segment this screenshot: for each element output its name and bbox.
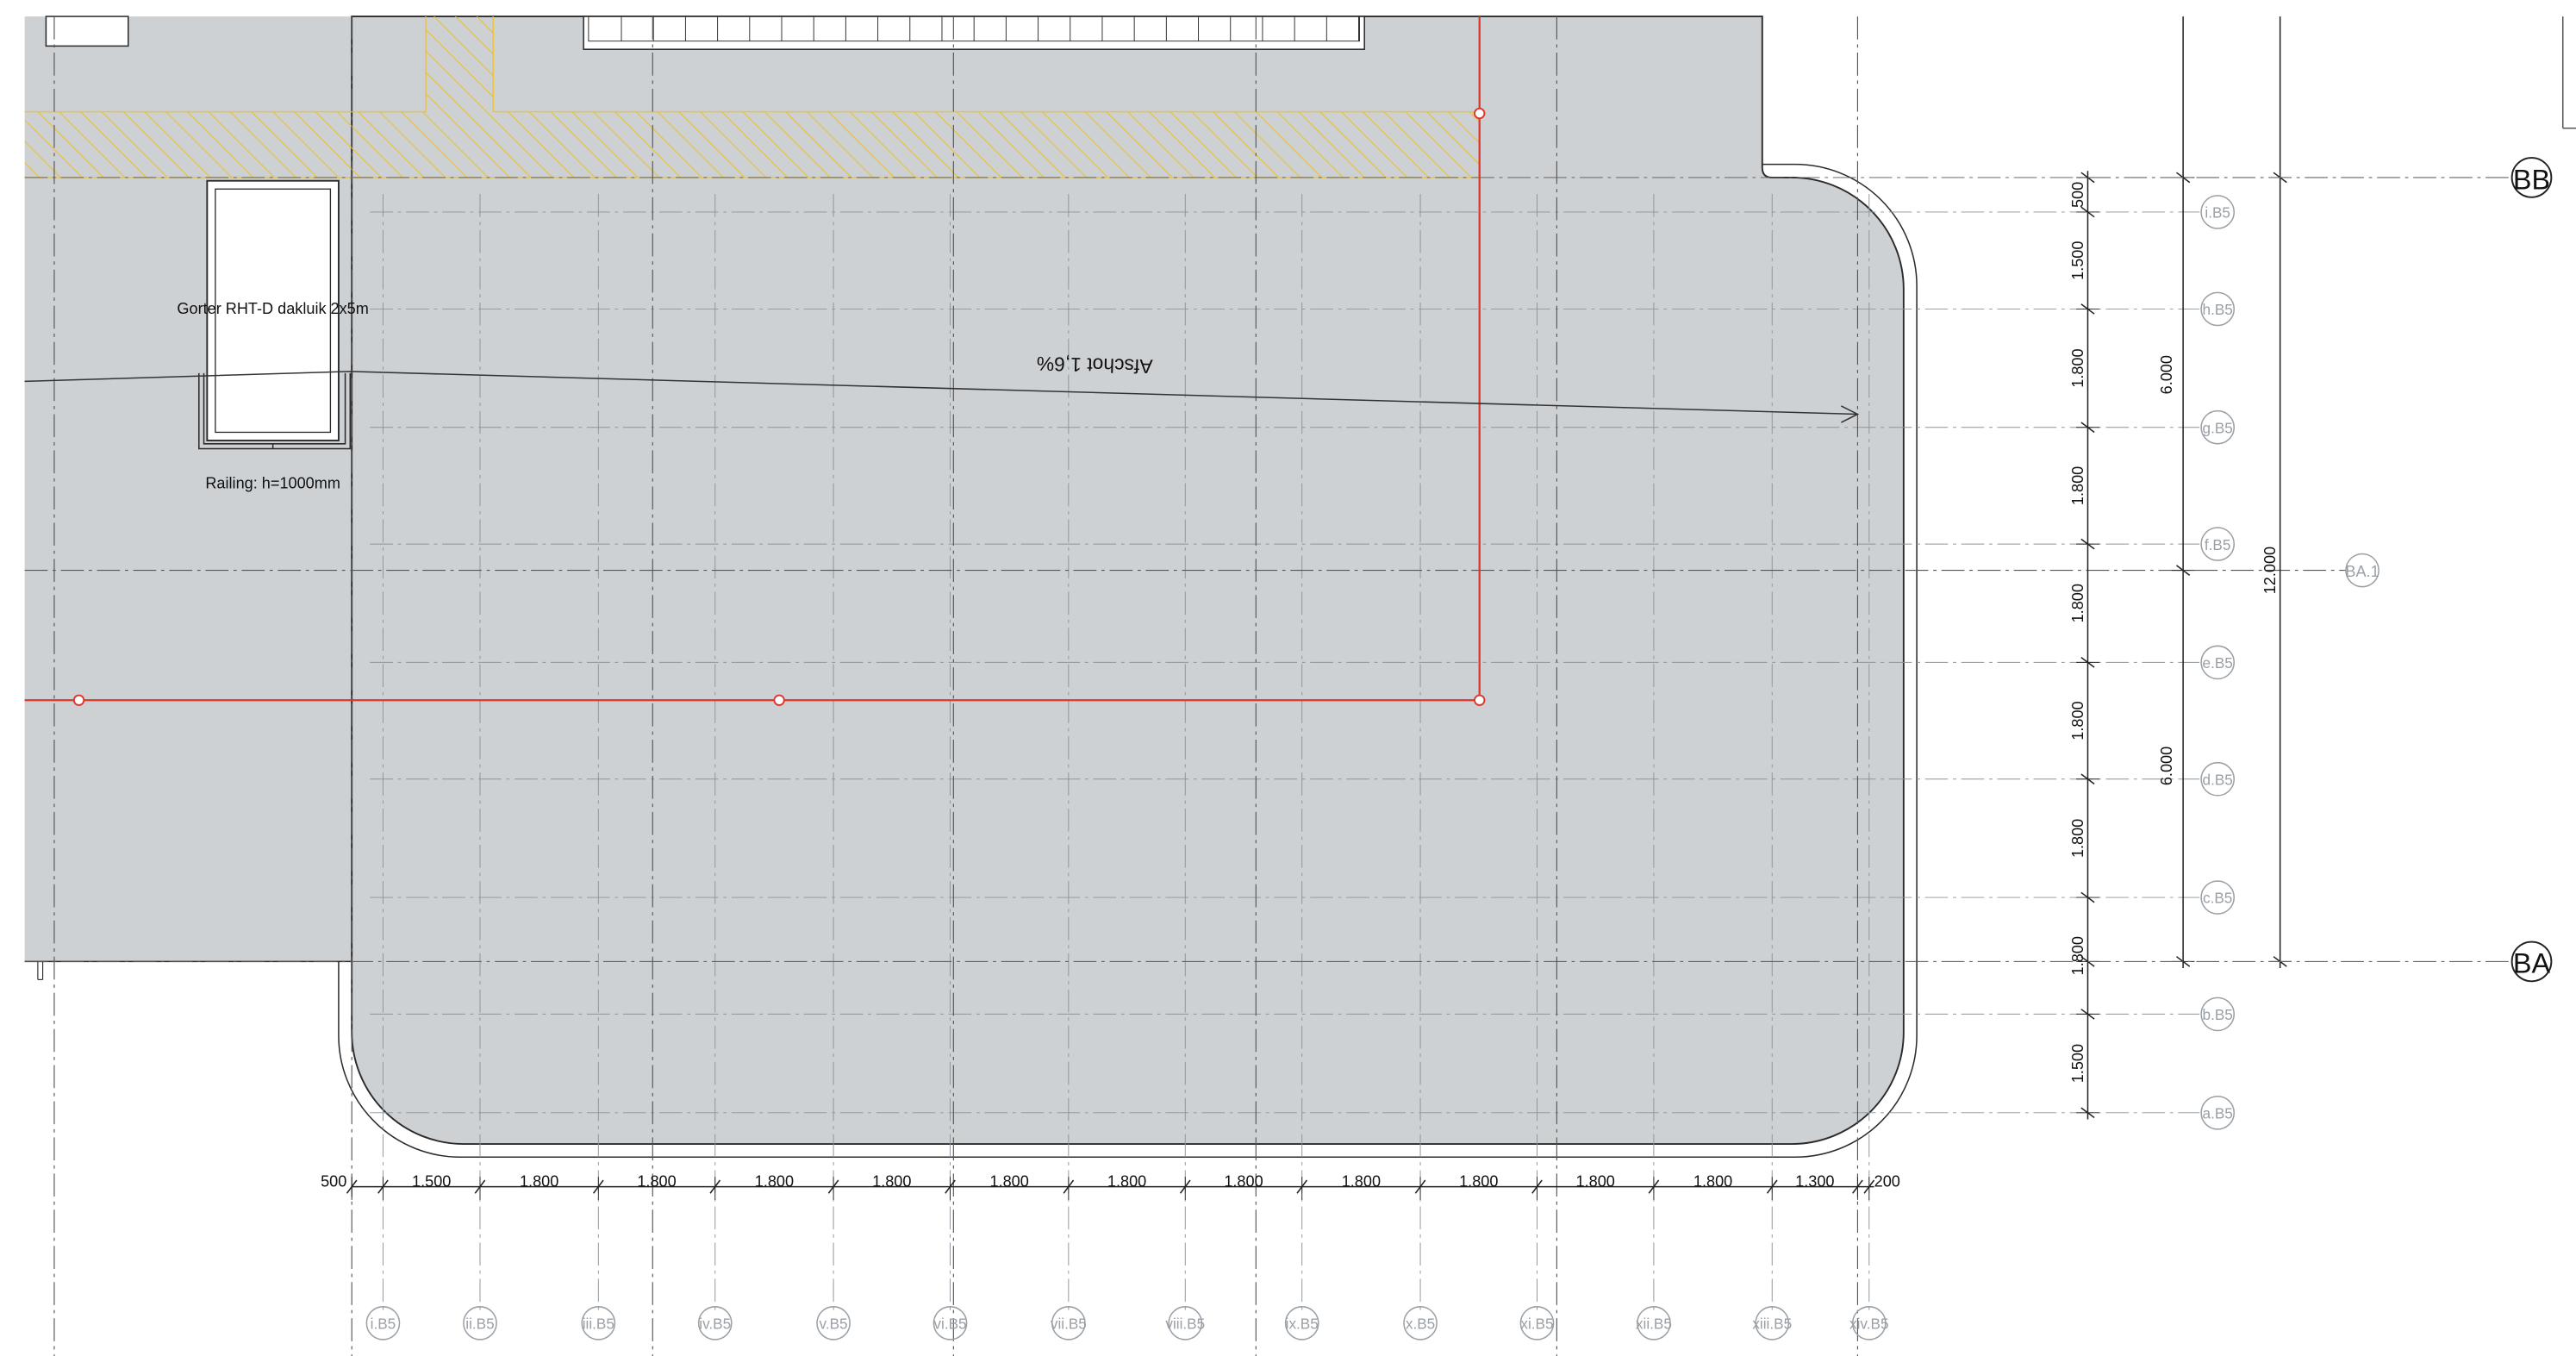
dim-bottom-label: 1.800: [1342, 1173, 1381, 1190]
grid-bubble-label: v.B5: [820, 1315, 848, 1333]
grid-bubble-label: g.B5: [2203, 419, 2233, 436]
grid-bubble-label: iv.B5: [699, 1315, 731, 1333]
grid-bubble-col: ix.B5: [1284, 1306, 1319, 1340]
dim-right-label: 1.800: [2069, 819, 2086, 858]
grid-bubble-row: b.B5: [2200, 997, 2236, 1032]
dim-right-label: 1.800: [2069, 348, 2086, 387]
grid-bubble-row: h.B5: [2200, 291, 2236, 327]
dim-bottom-label: 1.800: [755, 1173, 794, 1190]
dim-right-mid-label: 6.000: [2158, 747, 2175, 785]
grid-bubble-col: iii.B5: [581, 1306, 616, 1340]
red-boundary: [24, 16, 1486, 706]
dim-bottom-label: 1.300: [1795, 1173, 1834, 1190]
grid-bubble-label: xii.B5: [1636, 1315, 1672, 1333]
grid-bubble-label: a.B5: [2203, 1104, 2233, 1122]
grid-bubble-col: vii.B5: [1051, 1306, 1087, 1340]
roof-hatch-label: Gorter RHT-D dakluik 2x5m: [177, 300, 368, 317]
dim-bottom-label: 200: [1874, 1173, 1900, 1190]
grid-bubble-label: i.B5: [2205, 204, 2230, 222]
grid-bubble-col: xiii.B5: [1752, 1306, 1792, 1340]
grid-bubble-col: viii.B5: [1165, 1306, 1205, 1340]
grid-bubble-label: iii.B5: [583, 1315, 614, 1333]
grid-bubble-label: d.B5: [2203, 771, 2233, 788]
grid-bubble-label: e.B5: [2203, 654, 2233, 672]
grid-bubble-label: b.B5: [2203, 1006, 2233, 1023]
dim-right-label: 500: [2069, 182, 2086, 208]
grid-bubble-col: xi.B5: [1519, 1306, 1555, 1340]
roof-slab-main: [351, 16, 1905, 1145]
main-grid-axes: BB BA BA.1: [2087, 157, 2553, 983]
grid-bubble-label: xiii.B5: [1752, 1315, 1792, 1333]
dim-right-label: 1.500: [2069, 1044, 2086, 1083]
grid-bubble-col: x.B5: [1403, 1306, 1438, 1340]
grid-bubble-col: v.B5: [816, 1306, 851, 1340]
dim-bottom-label: 1.800: [1107, 1173, 1146, 1190]
dim-right-mid-label: 6.000: [2158, 355, 2175, 394]
axis-bubble-ba: BA: [2511, 940, 2553, 983]
grid-bubble-row: d.B5: [2200, 761, 2236, 797]
grid-bubble-label: xiv.B5: [1849, 1315, 1888, 1333]
grid-bubble-row: i.B5: [2200, 195, 2236, 229]
grid-bubble-label: viii.B5: [1165, 1315, 1205, 1333]
dim-bottom-label: 1.800: [1576, 1173, 1615, 1190]
dim-bottom-label: 1.800: [1459, 1173, 1498, 1190]
grid-bubble-col: xii.B5: [1636, 1306, 1672, 1340]
axis-label-bb: BB: [2513, 164, 2550, 195]
dim-right-label: 1.800: [2069, 584, 2086, 622]
grid-bubble-col: ii.B5: [463, 1306, 497, 1340]
dim-bottom-label: 1.800: [1224, 1173, 1263, 1190]
grid-bubble-row: g.B5: [2200, 409, 2236, 445]
grid-bubble-label: vi.B5: [933, 1315, 966, 1333]
axis-bubble-ba1: BA.1: [2345, 553, 2380, 588]
dim-right-label: 1.800: [2069, 936, 2086, 975]
grid-bubble-label: vii.B5: [1051, 1315, 1087, 1333]
grid-bubble-row: a.B5: [2200, 1095, 2236, 1130]
sub-grid-row-bubbles: i.B5 h.B5 g.B5 f.B5 e.B5 d.B5 c.B5 b.B5 a.B5: [2200, 195, 2236, 1130]
top-openings: [45, 16, 1365, 50]
sub-grid-col-bubbles: i.B5 ii.B5 iii.B5 iv.B5 v.B5 vi.B5 vii.B5 viii.…: [365, 1306, 1889, 1340]
dim-right-label: 1.800: [2069, 466, 2086, 505]
grid-bubble-label: c.B5: [2203, 890, 2232, 907]
grid-bubble-row: f.B5: [2200, 527, 2236, 561]
grid-bubble-row: c.B5: [2200, 880, 2236, 915]
grid-bubble-label: x.B5: [1406, 1315, 1435, 1333]
dim-bottom-label: 1.800: [520, 1173, 558, 1190]
slope-arrow: [24, 371, 1860, 423]
red-node: [1474, 694, 1486, 706]
grid-bubble-col: i.B5: [365, 1306, 401, 1340]
dim-bottom-label: 1.800: [990, 1173, 1029, 1190]
railing-label: Railing: h=1000mm: [205, 474, 340, 491]
grid-bubble-label: i.B5: [371, 1315, 396, 1333]
grid-bubble-label: ix.B5: [1286, 1315, 1319, 1333]
grid-bubble-label: xi.B5: [1520, 1315, 1553, 1333]
dim-bottom-label: 1.500: [412, 1173, 451, 1190]
grid-bubble-label: f.B5: [2205, 536, 2231, 553]
roof-edge-outer: [338, 163, 1918, 1159]
axis-label-ba: BA: [2513, 948, 2551, 979]
dim-bottom-label: 1.800: [637, 1173, 676, 1190]
grid-lines: [24, 16, 2346, 1356]
dim-bottom-label: 1.800: [1693, 1173, 1732, 1190]
roof-hatch: [198, 179, 352, 450]
dim-right-label: 1.500: [2069, 241, 2086, 280]
grid-bubble-col: xiv.B5: [1849, 1306, 1889, 1340]
red-node: [72, 694, 85, 706]
dim-right-label: 1.800: [2069, 701, 2086, 740]
grid-bubble-label: h.B5: [2203, 301, 2233, 318]
grid-bubble-col: vi.B5: [932, 1306, 968, 1340]
axis-label-ba1: BA.1: [2345, 563, 2379, 580]
dim-right-total-label: 12.000: [2261, 547, 2279, 594]
railing: [198, 372, 352, 450]
axis-bubble-bb: BB: [2511, 157, 2553, 198]
slope-label: Afschot 1,6%: [1036, 353, 1152, 378]
grid-bubble-label: ii.B5: [465, 1315, 494, 1333]
grid-bubble-row: e.B5: [2200, 645, 2236, 680]
grid-bubble-col: iv.B5: [697, 1306, 733, 1340]
dim-bottom-label: 1.800: [872, 1173, 911, 1190]
red-node: [773, 694, 785, 706]
dim-bottom-label: 500: [321, 1173, 346, 1190]
red-node: [1474, 107, 1486, 120]
